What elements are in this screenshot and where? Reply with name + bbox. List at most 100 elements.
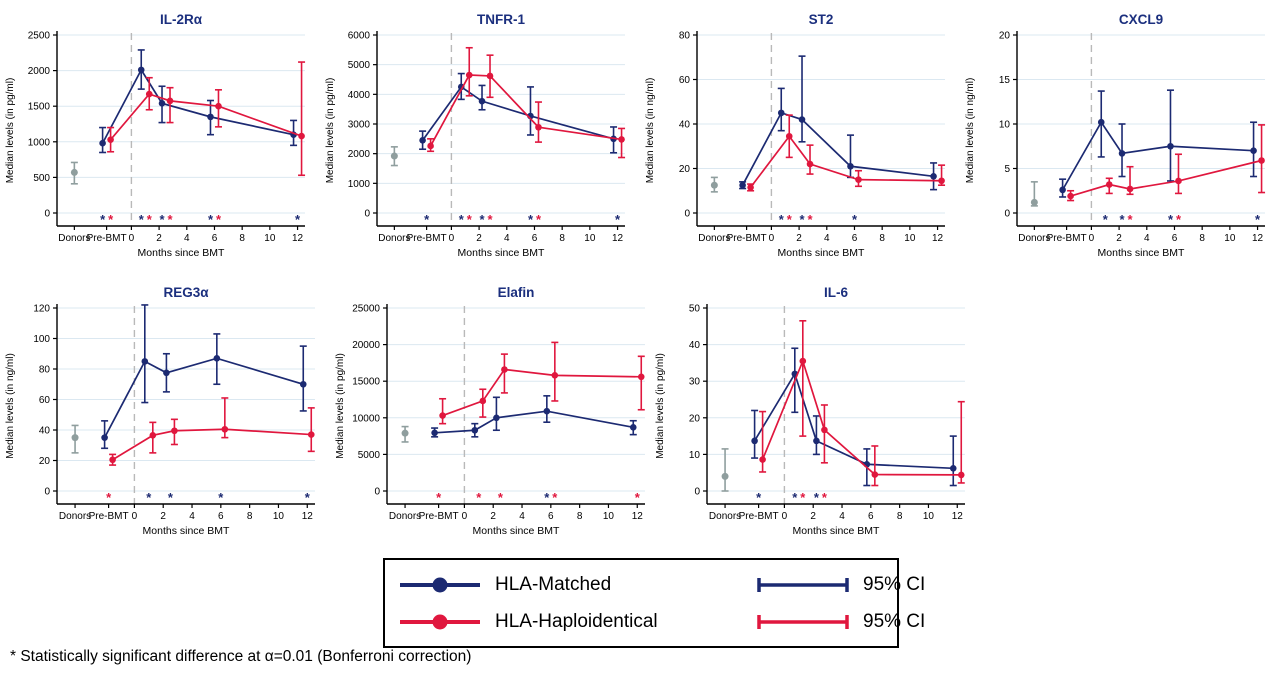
svg-text:0: 0 — [44, 209, 50, 220]
svg-text:5000: 5000 — [348, 60, 371, 71]
svg-text:2000: 2000 — [348, 149, 371, 160]
svg-text:8: 8 — [577, 511, 583, 522]
x-axis-label: Months since BMT — [138, 247, 226, 259]
svg-text:4: 4 — [839, 511, 845, 522]
panel-il2ra: 0 500 1000 1500 2000 2500 Donors Pre-BMT 0 2 4 6 8 10… — [0, 8, 320, 271]
svg-text:8: 8 — [247, 511, 253, 522]
y-tick-labels: 0 1000 2000 3000 4000 5000 6000 — [348, 31, 377, 220]
svg-text:*: * — [799, 212, 805, 227]
svg-text:*: * — [1176, 212, 1182, 227]
svg-text:2: 2 — [490, 511, 496, 522]
donors-point — [721, 448, 729, 492]
svg-text:0: 0 — [769, 233, 775, 244]
series-haplo — [1067, 124, 1266, 202]
svg-text:Pre-BMT: Pre-BMT — [87, 233, 127, 244]
svg-text:*: * — [756, 490, 762, 505]
svg-text:1000: 1000 — [348, 179, 371, 190]
svg-text:50: 50 — [689, 304, 701, 315]
svg-text:8: 8 — [559, 233, 565, 244]
svg-text:4000: 4000 — [348, 90, 371, 101]
svg-text:Pre-BMT: Pre-BMT — [407, 233, 447, 244]
svg-text:12: 12 — [932, 233, 944, 244]
legend-matched-ci-icon — [757, 577, 849, 592]
axes — [706, 304, 965, 505]
svg-text:*: * — [216, 212, 222, 227]
y-tick-labels: 0 20 40 60 80 100 120 — [33, 304, 57, 498]
svg-text:20: 20 — [999, 31, 1011, 42]
svg-text:0: 0 — [462, 511, 468, 522]
svg-text:*: * — [1119, 212, 1125, 227]
svg-text:0: 0 — [694, 487, 700, 498]
svg-text:Pre-BMT: Pre-BMT — [739, 511, 779, 522]
svg-text:*: * — [108, 212, 114, 227]
gridlines — [377, 34, 625, 214]
panel-title: IL-2Rα — [160, 12, 203, 27]
svg-text:*: * — [487, 212, 493, 227]
series-haplo — [107, 61, 306, 177]
panel-cxcl9: 0 5 10 15 20 Donors Pre-BMT 0 2 4 6 8 10 12 Months sin… — [960, 8, 1280, 271]
svg-text:*: * — [106, 490, 112, 505]
svg-text:Donors: Donors — [1018, 233, 1050, 244]
svg-text:2000: 2000 — [28, 66, 51, 77]
panel-title: REG3α — [163, 285, 209, 300]
y-axis-label: Median levels (in ng/ml) — [645, 78, 656, 184]
svg-text:40: 40 — [689, 340, 701, 351]
svg-text:*: * — [146, 490, 152, 505]
legend-row-matched: HLA-Matched 95% CI — [397, 574, 925, 596]
legend-ci-label-haplo: 95% CI — [863, 610, 926, 632]
svg-text:12: 12 — [612, 233, 624, 244]
series-haplo — [439, 341, 645, 425]
svg-text:8: 8 — [897, 511, 903, 522]
panel-tnfr1: 0 1000 2000 3000 4000 5000 6000 Donors Pre-BMT 0 2… — [320, 8, 640, 271]
svg-text:*: * — [167, 212, 173, 227]
svg-text:0: 0 — [132, 511, 138, 522]
legend-row-haplo: HLA-Haploidentical 95% CI — [397, 611, 925, 633]
svg-text:100: 100 — [33, 334, 50, 345]
svg-text:10: 10 — [689, 450, 701, 461]
legend-ci-label-matched: 95% CI — [863, 573, 926, 595]
svg-text:*: * — [792, 490, 798, 505]
axes — [56, 31, 305, 227]
svg-text:Pre-BMT: Pre-BMT — [419, 511, 459, 522]
y-tick-labels: 0 10 20 30 40 50 — [689, 304, 707, 498]
svg-text:0: 0 — [364, 209, 370, 220]
svg-text:*: * — [305, 490, 311, 505]
svg-text:0: 0 — [449, 233, 455, 244]
y-tick-labels: 0 500 1000 1500 2000 2500 — [28, 31, 57, 220]
y-axis-label: Median levels (in pg/ml) — [325, 78, 336, 184]
svg-text:12: 12 — [1252, 233, 1264, 244]
svg-text:*: * — [476, 490, 482, 505]
svg-text:*: * — [424, 212, 430, 227]
x-axis-label: Months since BMT — [458, 247, 546, 259]
series-matched — [751, 347, 957, 487]
svg-text:4: 4 — [504, 233, 510, 244]
svg-text:*: * — [147, 212, 153, 227]
svg-text:10: 10 — [904, 233, 916, 244]
svg-text:0: 0 — [374, 487, 380, 498]
gridlines — [1017, 34, 1265, 214]
svg-text:0: 0 — [1004, 209, 1010, 220]
svg-text:4: 4 — [824, 233, 830, 244]
legend-haplo-line-icon — [400, 614, 480, 629]
svg-text:*: * — [822, 490, 828, 505]
legend-label-haplo: HLA-Haploidentical — [495, 610, 658, 632]
svg-text:*: * — [1127, 212, 1133, 227]
svg-text:8: 8 — [239, 233, 245, 244]
svg-text:10: 10 — [603, 511, 615, 522]
axes — [696, 31, 945, 227]
panel-title: TNFR-1 — [477, 12, 525, 27]
svg-text:0: 0 — [129, 233, 135, 244]
donors-point — [710, 176, 718, 193]
donors-point — [390, 146, 398, 167]
svg-text:Donors: Donors — [59, 511, 91, 522]
svg-text:6: 6 — [852, 233, 858, 244]
svg-text:*: * — [528, 212, 534, 227]
svg-text:*: * — [544, 490, 550, 505]
svg-text:*: * — [1255, 212, 1261, 227]
